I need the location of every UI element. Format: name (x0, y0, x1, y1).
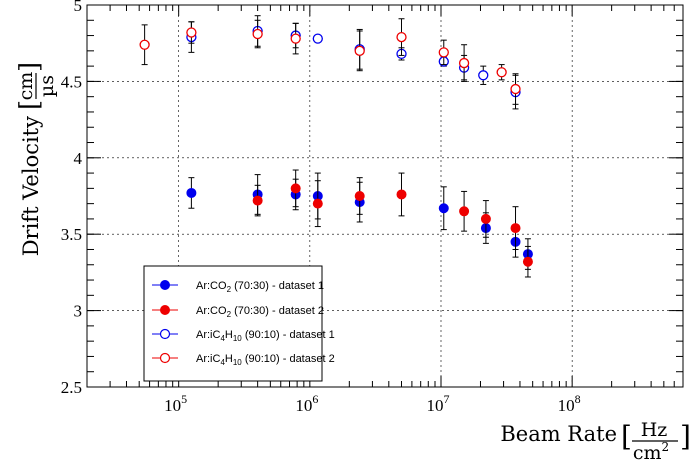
data-point-open (139, 39, 150, 50)
x-tick-label: 107 (426, 392, 449, 415)
data-point-filled (186, 187, 197, 198)
y-tick-label: 3.5 (61, 225, 82, 244)
grid-lines (87, 5, 683, 387)
legend-filled-red-marker (160, 305, 170, 315)
y-axis-title: Drift Velocity [ cm µs ] (15, 62, 58, 256)
data-point-open (312, 33, 323, 44)
data-point-filled (396, 189, 407, 200)
legend-entry-aric4h10-dataset-2: Ar:iC4H10 (90:10) - dataset 2 (152, 352, 335, 367)
y-axis-bracket-left: [ (15, 100, 45, 110)
data-point-filled (354, 191, 365, 201)
x-axis-bracket-right: ] (680, 420, 691, 453)
data-point-open (510, 83, 521, 95)
legend-label: Ar:CO2 (70:30) - dataset 2 (196, 305, 324, 319)
x-axis-title: Beam Rate [ Hz cm2 ] (500, 419, 691, 463)
x-axis-unit-denominator: cm2 (633, 440, 669, 463)
legend-entry-arco2-dataset-1: Ar:CO2 (70:30) - dataset 1 (152, 280, 324, 294)
y-tick-label: 4.5 (61, 72, 82, 91)
data-point-filled (480, 213, 491, 224)
data-point-filled (522, 256, 533, 267)
legend-open-blue-marker (159, 328, 171, 340)
data-point-filled (459, 206, 470, 217)
legend-open-red-marker (159, 352, 171, 364)
legend-label: Ar:iC4H10 (90:10) - dataset 2 (196, 353, 335, 367)
data-point-open (478, 70, 489, 81)
x-tick-label: 106 (295, 392, 318, 415)
data-series (139, 15, 533, 278)
y-axis-label: Drift Velocity (19, 116, 43, 256)
legend-label: Ar:iC4H10 (90:10) - dataset 1 (196, 329, 335, 343)
plot-frame (86, 4, 684, 388)
data-point-open (396, 31, 407, 43)
x-axis-bracket-left: [ (621, 420, 632, 453)
data-point-filled (312, 198, 323, 209)
x-tick-label: 105 (164, 392, 187, 415)
y-tick-label: 3 (74, 302, 83, 321)
data-point-open (496, 67, 507, 78)
legend-entry-arco2-dataset-2: Ar:CO2 (70:30) - dataset 2 (152, 305, 324, 319)
y-tick-label: 5 (74, 0, 83, 15)
data-point-open (458, 57, 470, 69)
data-point-filled (252, 195, 263, 206)
x-tick-label: 108 (558, 392, 581, 415)
data-point-open (354, 45, 365, 56)
data-point-filled (290, 183, 301, 194)
axis-ticks: 105 106 107 108 2.5 3 3.5 4 4.5 5 (61, 0, 684, 415)
series-4 (139, 18, 521, 105)
legend-entry-aric4h10-dataset-1: Ar:iC4H10 (90:10) - dataset 1 (152, 328, 335, 343)
series-3 (186, 15, 521, 110)
y-axis-unit-denominator: µs (36, 75, 58, 97)
series-2 (252, 169, 533, 278)
data-point-open (290, 33, 301, 44)
data-point-filled (510, 223, 521, 234)
data-point-open (252, 28, 263, 40)
x-axis-unit-numerator: Hz (641, 419, 668, 441)
data-point-open (186, 27, 197, 38)
y-axis-bracket-right: ] (15, 62, 45, 72)
data-point-filled (438, 203, 449, 214)
x-axis-label: Beam Rate (500, 422, 617, 446)
legend-label: Ar:CO2 (70:30) - dataset 1 (196, 280, 324, 294)
y-axis-unit-numerator: cm (15, 72, 37, 101)
y-tick-label: 2.5 (61, 378, 82, 397)
legend-filled-blue-marker (160, 280, 170, 290)
data-point-open (438, 47, 449, 58)
y-tick-label: 4 (74, 149, 83, 168)
legend: Ar:CO2 (70:30) - dataset 1 Ar:CO2 (70:30… (143, 265, 335, 382)
